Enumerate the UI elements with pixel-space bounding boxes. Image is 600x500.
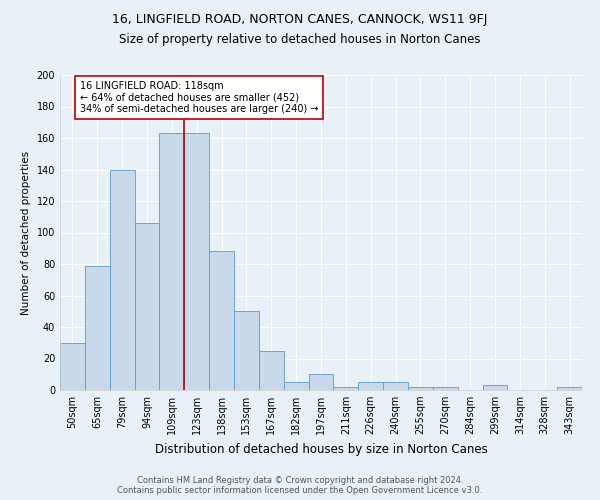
Bar [184,134,209,390]
Bar [259,350,284,390]
Text: 16 LINGFIELD ROAD: 118sqm
← 64% of detached houses are smaller (452)
34% of semi: 16 LINGFIELD ROAD: 118sqm ← 64% of detac… [80,82,319,114]
Text: Size of property relative to detached houses in Norton Canes: Size of property relative to detached ho… [119,32,481,46]
Bar [209,252,234,390]
Bar [408,387,433,390]
Text: Contains public sector information licensed under the Open Government Licence v3: Contains public sector information licen… [118,486,482,495]
Bar [160,134,184,390]
Bar [358,382,383,390]
Bar [334,387,358,390]
Bar [134,223,160,390]
X-axis label: Distribution of detached houses by size in Norton Canes: Distribution of detached houses by size … [155,442,487,456]
Bar [85,266,110,390]
Bar [383,382,408,390]
Y-axis label: Number of detached properties: Number of detached properties [21,150,31,314]
Bar [234,311,259,390]
Bar [284,382,308,390]
Bar [557,387,582,390]
Bar [60,343,85,390]
Bar [110,170,134,390]
Text: 16, LINGFIELD ROAD, NORTON CANES, CANNOCK, WS11 9FJ: 16, LINGFIELD ROAD, NORTON CANES, CANNOC… [112,12,488,26]
Bar [433,387,458,390]
Bar [482,386,508,390]
Text: Contains HM Land Registry data © Crown copyright and database right 2024.: Contains HM Land Registry data © Crown c… [137,476,463,485]
Bar [308,374,334,390]
